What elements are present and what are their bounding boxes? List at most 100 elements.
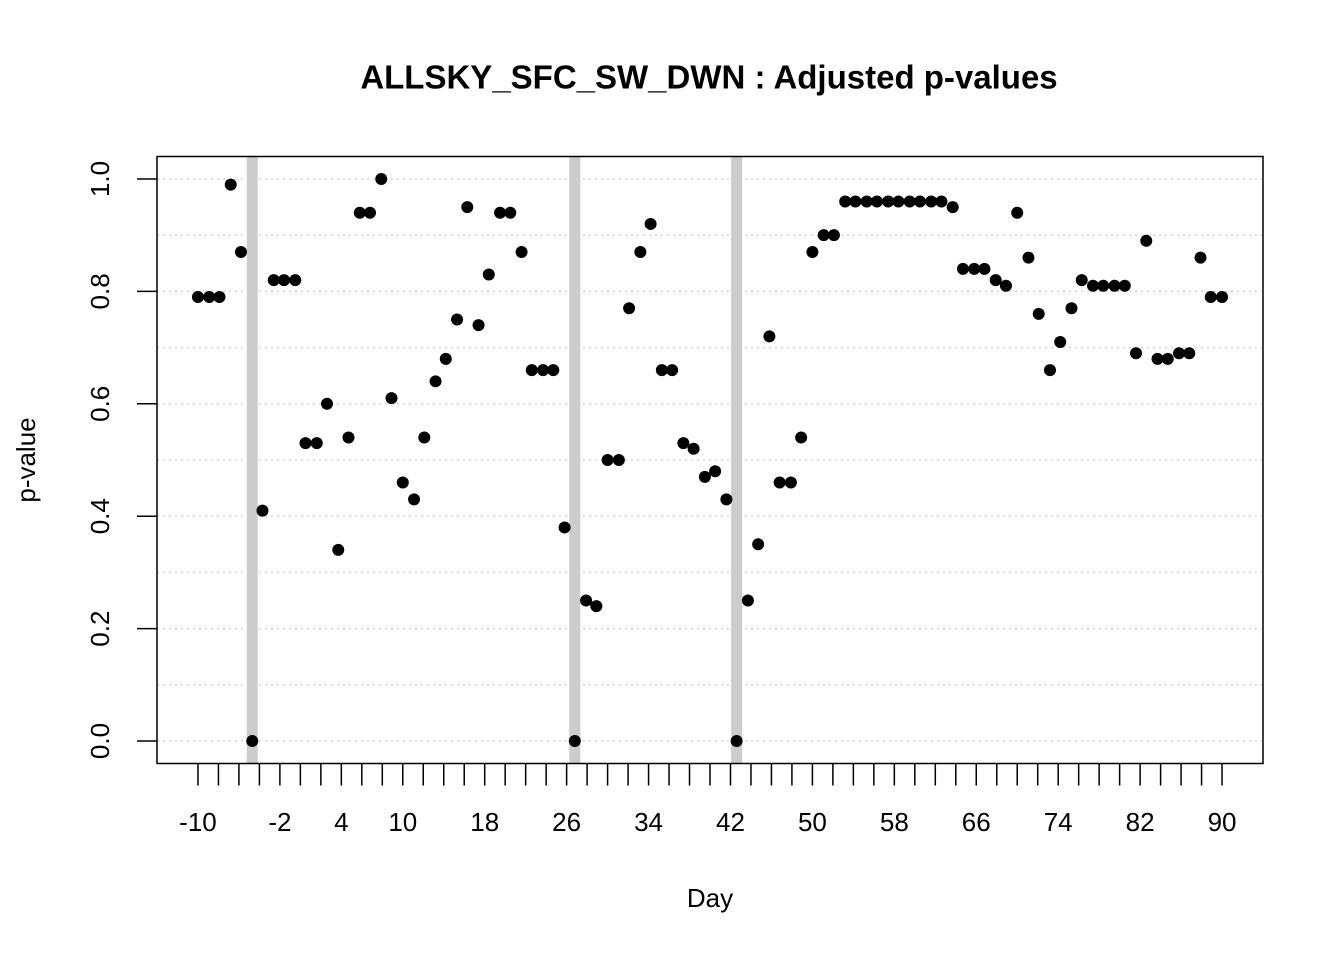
- point: [634, 246, 647, 259]
- point: [320, 397, 333, 410]
- point: [1216, 291, 1229, 304]
- point: [203, 291, 216, 304]
- point: [429, 375, 442, 388]
- point: [817, 229, 830, 242]
- point: [461, 201, 474, 214]
- point: [709, 465, 722, 478]
- point: [687, 442, 700, 455]
- point: [1140, 234, 1153, 247]
- point: [525, 364, 538, 377]
- point: [892, 195, 905, 208]
- x-tick-label: 50: [798, 807, 827, 837]
- point: [784, 476, 797, 489]
- point: [1130, 347, 1143, 360]
- point: [537, 364, 550, 377]
- point: [1065, 302, 1078, 315]
- point: [342, 431, 355, 444]
- point: [903, 195, 916, 208]
- x-tick-label: 4: [334, 807, 348, 837]
- point: [494, 206, 507, 219]
- point: [277, 274, 290, 287]
- point: [547, 364, 560, 377]
- point: [925, 195, 938, 208]
- point: [698, 470, 711, 483]
- x-tick-label: -10: [179, 807, 217, 837]
- point: [515, 246, 528, 259]
- point: [439, 352, 452, 365]
- point: [989, 274, 1002, 287]
- x-tick-label: 18: [470, 807, 499, 837]
- point: [956, 262, 969, 275]
- point: [913, 195, 926, 208]
- point: [773, 476, 786, 489]
- y-tick-label: 0.0: [85, 723, 115, 759]
- point: [558, 521, 571, 534]
- point: [590, 600, 603, 613]
- point: [612, 454, 625, 466]
- point: [396, 476, 409, 489]
- point: [795, 431, 808, 444]
- point: [644, 217, 657, 230]
- point: [860, 195, 873, 208]
- point: [1075, 274, 1088, 287]
- point: [839, 195, 852, 208]
- y-axis-label: p-value: [11, 417, 41, 502]
- point: [1118, 279, 1131, 292]
- point: [666, 364, 679, 377]
- point: [353, 206, 366, 219]
- point: [1054, 335, 1067, 348]
- point: [655, 364, 668, 377]
- y-tick-label: 0.2: [85, 611, 115, 647]
- point: [310, 437, 323, 450]
- point: [870, 195, 883, 208]
- point: [1087, 279, 1100, 292]
- point: [806, 246, 819, 259]
- point: [720, 493, 733, 506]
- point: [332, 543, 345, 556]
- point: [482, 268, 495, 281]
- point: [968, 262, 981, 275]
- point: [1108, 279, 1121, 292]
- x-tick-label: 90: [1208, 807, 1237, 837]
- point: [882, 195, 895, 208]
- point: [1161, 352, 1174, 365]
- x-tick-label: 34: [634, 807, 663, 837]
- point: [385, 392, 398, 405]
- point: [246, 735, 259, 748]
- point: [1043, 364, 1056, 377]
- point: [418, 431, 431, 444]
- point: [191, 291, 204, 304]
- point: [408, 493, 421, 506]
- point: [1011, 206, 1024, 219]
- point: [1173, 347, 1186, 360]
- point: [234, 246, 247, 259]
- point: [677, 437, 690, 450]
- point: [1022, 251, 1035, 264]
- point: [752, 538, 765, 551]
- point: [580, 594, 593, 607]
- point: [256, 504, 269, 517]
- point: [849, 195, 862, 208]
- y-tick-label: 0.8: [85, 273, 115, 309]
- x-axis-label: Day: [687, 883, 733, 913]
- y-tick-label: 0.4: [85, 498, 115, 534]
- point: [504, 206, 517, 219]
- point: [1032, 307, 1045, 320]
- point: [827, 229, 840, 242]
- point: [935, 195, 948, 208]
- x-tick-label: 74: [1044, 807, 1073, 837]
- point: [1097, 279, 1110, 292]
- point: [375, 172, 388, 185]
- point: [267, 274, 280, 287]
- point: [472, 319, 485, 332]
- y-tick-label: 1.0: [85, 161, 115, 197]
- point: [213, 291, 226, 304]
- point: [1183, 347, 1196, 360]
- y-tick-label: 0.6: [85, 386, 115, 422]
- point: [1204, 291, 1217, 304]
- point: [946, 201, 959, 214]
- chart-title: ALLSKY_SFC_SW_DWN : Adjusted p-values: [360, 59, 1057, 96]
- x-tick-label: 42: [716, 807, 745, 837]
- point: [1194, 251, 1207, 264]
